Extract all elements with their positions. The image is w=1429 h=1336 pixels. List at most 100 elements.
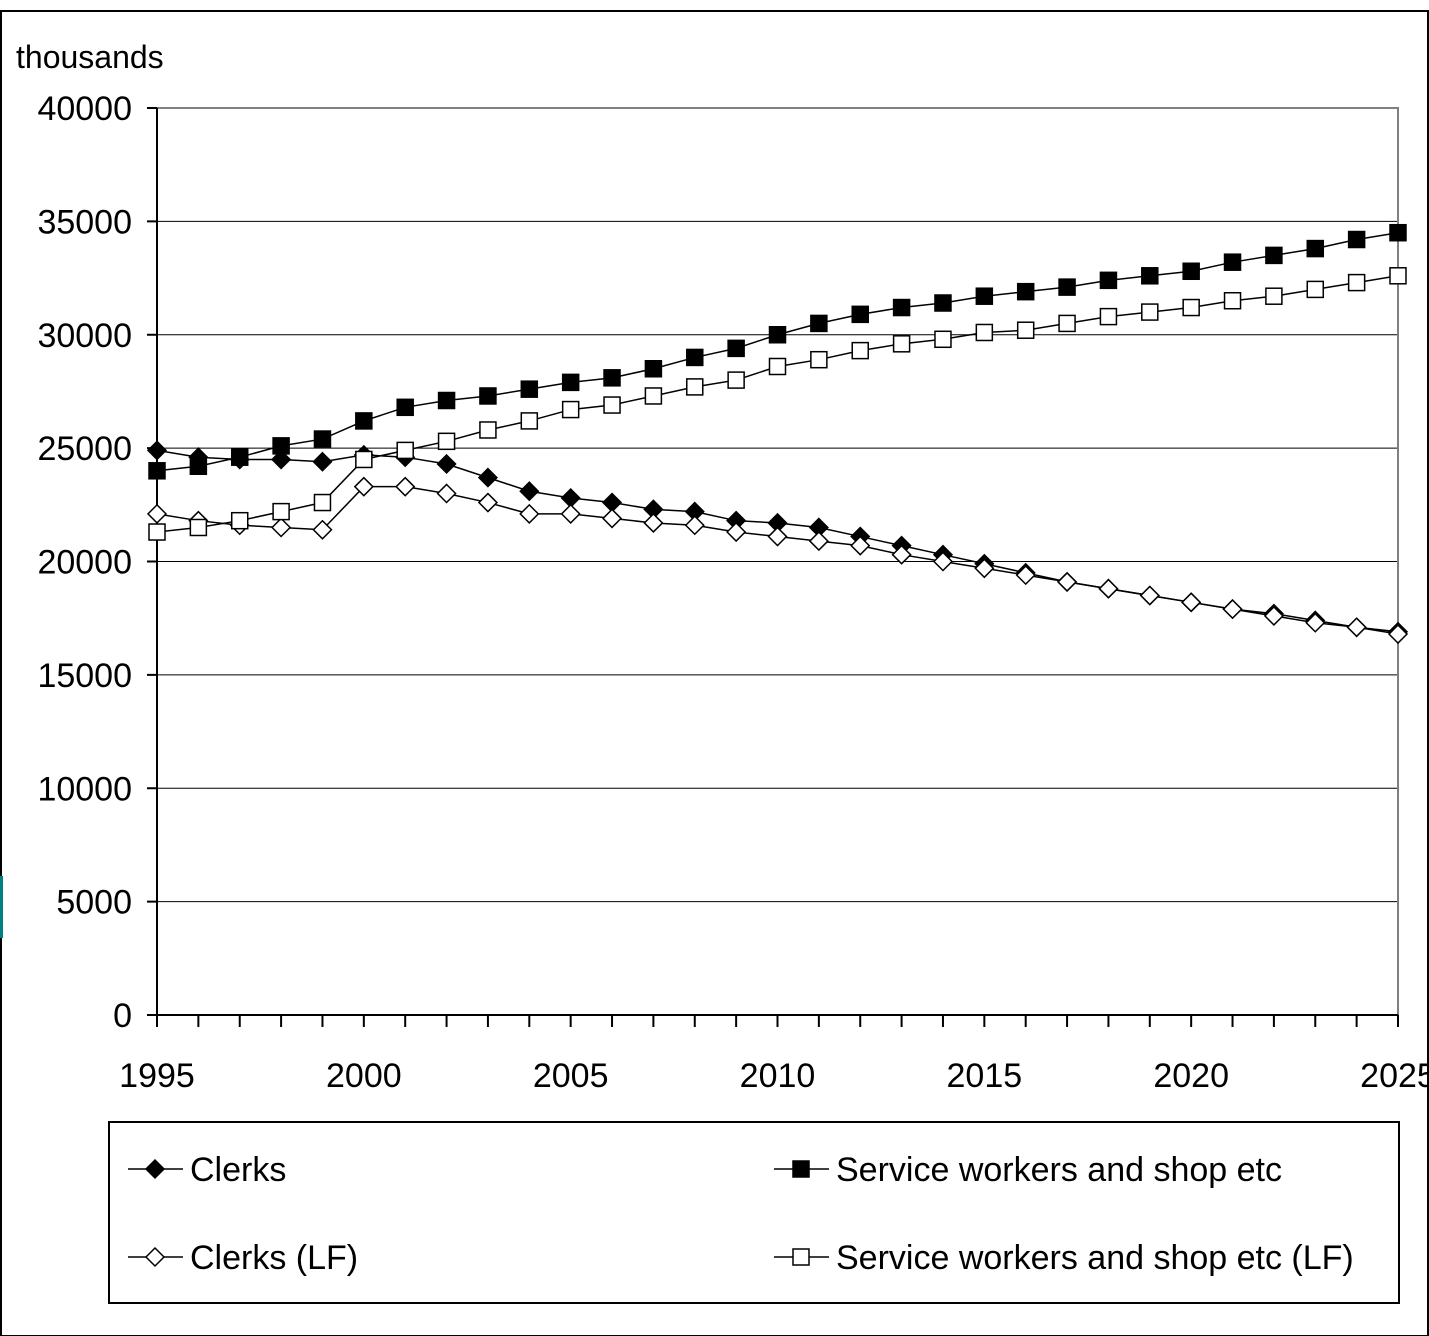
data-point [437, 432, 456, 451]
data-point [1222, 599, 1243, 620]
y-tick-label: 40000 [37, 90, 132, 128]
x-tick-label: 1995 [119, 1057, 195, 1095]
data-point [1141, 303, 1159, 321]
data-point [603, 396, 621, 414]
data-point [974, 558, 995, 579]
data-point [1058, 278, 1076, 296]
data-point [601, 508, 623, 529]
data-point [271, 449, 292, 470]
data-point [148, 523, 166, 541]
data-point [436, 453, 457, 475]
data-point [1347, 273, 1366, 292]
data-point [686, 378, 704, 396]
data-point [1347, 230, 1366, 249]
y-tick-label: 35000 [37, 203, 132, 241]
data-point [230, 511, 249, 530]
data-point [892, 298, 911, 317]
data-point [727, 371, 745, 389]
data-point [1141, 267, 1159, 285]
data-point [1306, 280, 1325, 299]
data-point [808, 531, 829, 552]
data-point [727, 339, 745, 358]
data-point [272, 502, 290, 521]
data-point [975, 287, 994, 305]
legend-marker [792, 1160, 810, 1178]
data-point [1265, 287, 1283, 305]
legend-entry: Service workers and shop etc (LF) [774, 1239, 1354, 1277]
x-tick-label: 2015 [947, 1057, 1023, 1095]
data-point [891, 544, 912, 565]
chart-outer-border [0, 10, 1429, 1336]
data-point [726, 521, 747, 543]
data-point [479, 421, 497, 439]
data-point [644, 360, 663, 378]
legend-marker [144, 1246, 166, 1268]
data-point [1306, 239, 1325, 258]
data-point [1346, 617, 1367, 638]
data-point [312, 519, 333, 540]
data-point [271, 517, 292, 538]
data-point [934, 330, 952, 349]
x-tick-label: 2025 [1360, 1057, 1429, 1095]
data-point [1182, 262, 1200, 281]
y-tick-label: 5000 [56, 884, 132, 922]
data-point [932, 551, 954, 572]
y-tick-label: 30000 [37, 317, 132, 355]
data-point [767, 526, 788, 547]
data-point [519, 503, 540, 524]
data-point [1305, 612, 1326, 633]
legend-label: Clerks [190, 1151, 286, 1189]
data-point [1182, 298, 1200, 317]
x-tick-label: 2005 [533, 1057, 609, 1095]
data-point [1389, 223, 1407, 242]
data-point [1263, 605, 1284, 626]
data-point [355, 450, 373, 469]
y-tick-label: 15000 [37, 657, 132, 695]
data-point [519, 481, 540, 502]
legend-label: Service workers and shop etc [836, 1151, 1282, 1189]
data-point [312, 451, 333, 472]
data-point [313, 430, 332, 448]
legend-marker [144, 1158, 166, 1180]
data-point [1016, 321, 1035, 339]
side-accent-bar [0, 876, 3, 938]
y-tick-label: 10000 [37, 770, 132, 808]
data-point [643, 512, 664, 534]
series-1 [148, 223, 1407, 480]
data-point [1139, 585, 1160, 606]
data-point [189, 457, 208, 476]
data-point [1098, 578, 1119, 599]
data-point [1058, 314, 1076, 333]
data-point [560, 503, 581, 524]
data-point [1387, 623, 1409, 645]
data-point [1181, 592, 1202, 613]
legend-label: Service workers and shop etc (LF) [836, 1239, 1354, 1277]
data-point [230, 448, 249, 466]
x-tick-label: 2020 [1153, 1057, 1229, 1095]
data-point [851, 305, 869, 324]
data-point [810, 314, 828, 333]
data-point [353, 476, 374, 497]
x-tick-label: 2000 [326, 1057, 402, 1095]
series-3 [148, 267, 1407, 541]
data-point [1015, 565, 1036, 586]
legend-box [108, 1121, 1400, 1304]
data-point [1099, 271, 1118, 290]
data-point [1223, 253, 1242, 271]
data-point [1099, 307, 1118, 326]
y-unit-label: thousands [16, 39, 164, 75]
legend-entry: Service workers and shop etc [774, 1151, 1282, 1189]
data-point [1389, 267, 1407, 285]
data-point [850, 535, 871, 556]
data-point [395, 476, 416, 497]
data-point [1223, 291, 1242, 310]
y-tick-label: 0 [113, 997, 132, 1035]
x-tick-label: 2010 [740, 1057, 816, 1095]
data-point [146, 503, 168, 524]
legend-label: Clerks (LF) [190, 1239, 358, 1277]
data-point [851, 341, 869, 360]
data-point [148, 462, 166, 480]
legend-entry: Clerks [128, 1151, 286, 1189]
data-point [272, 437, 290, 455]
